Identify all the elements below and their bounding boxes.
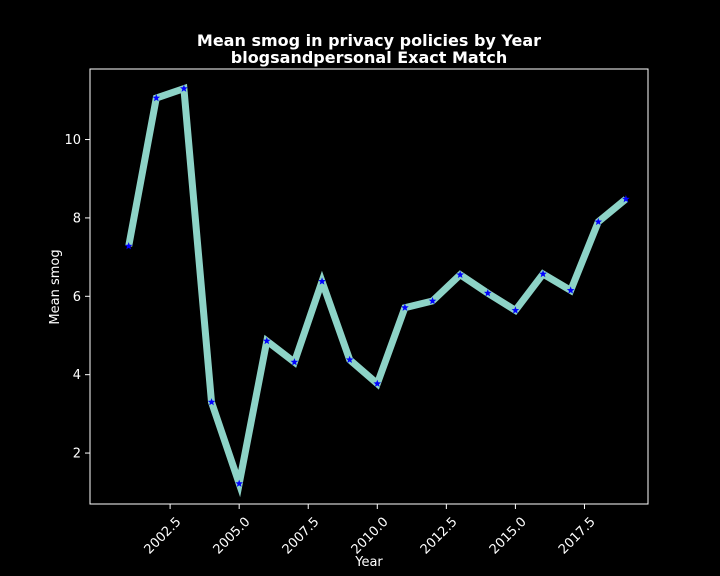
data-point [290,358,299,366]
data-point [428,297,437,305]
data-point [345,355,354,364]
plot-area [124,83,630,498]
y-tick-label: 6 [73,290,81,305]
y-tick-label: 4 [73,368,81,383]
data-point [318,277,326,285]
y-tick-label: 10 [64,133,81,148]
chart-subtitle: blogsandpersonal Exact Match [231,48,508,67]
axes-frame [89,68,649,505]
y-axis-ticks: 2 4 6 8 10 [64,133,90,462]
y-tick-label: 8 [73,211,81,226]
data-point [483,289,492,297]
y-tick-label: 2 [73,447,81,462]
data-point [539,269,547,278]
data-point [456,270,464,278]
data-point [180,84,188,92]
data-point [373,379,382,387]
x-axis-label: Year [354,555,383,570]
data-point [401,303,409,311]
chart-title: Mean smog in privacy policies by Year [197,31,541,50]
data-point [622,195,630,203]
data-point [511,306,520,314]
data-point [566,286,575,294]
data-point [235,479,243,487]
data-point [124,242,133,250]
y-axis-label: Mean smog [48,249,63,324]
data-point [207,398,216,406]
data-point [262,336,271,345]
data-point [152,94,161,102]
data-point [594,217,603,226]
